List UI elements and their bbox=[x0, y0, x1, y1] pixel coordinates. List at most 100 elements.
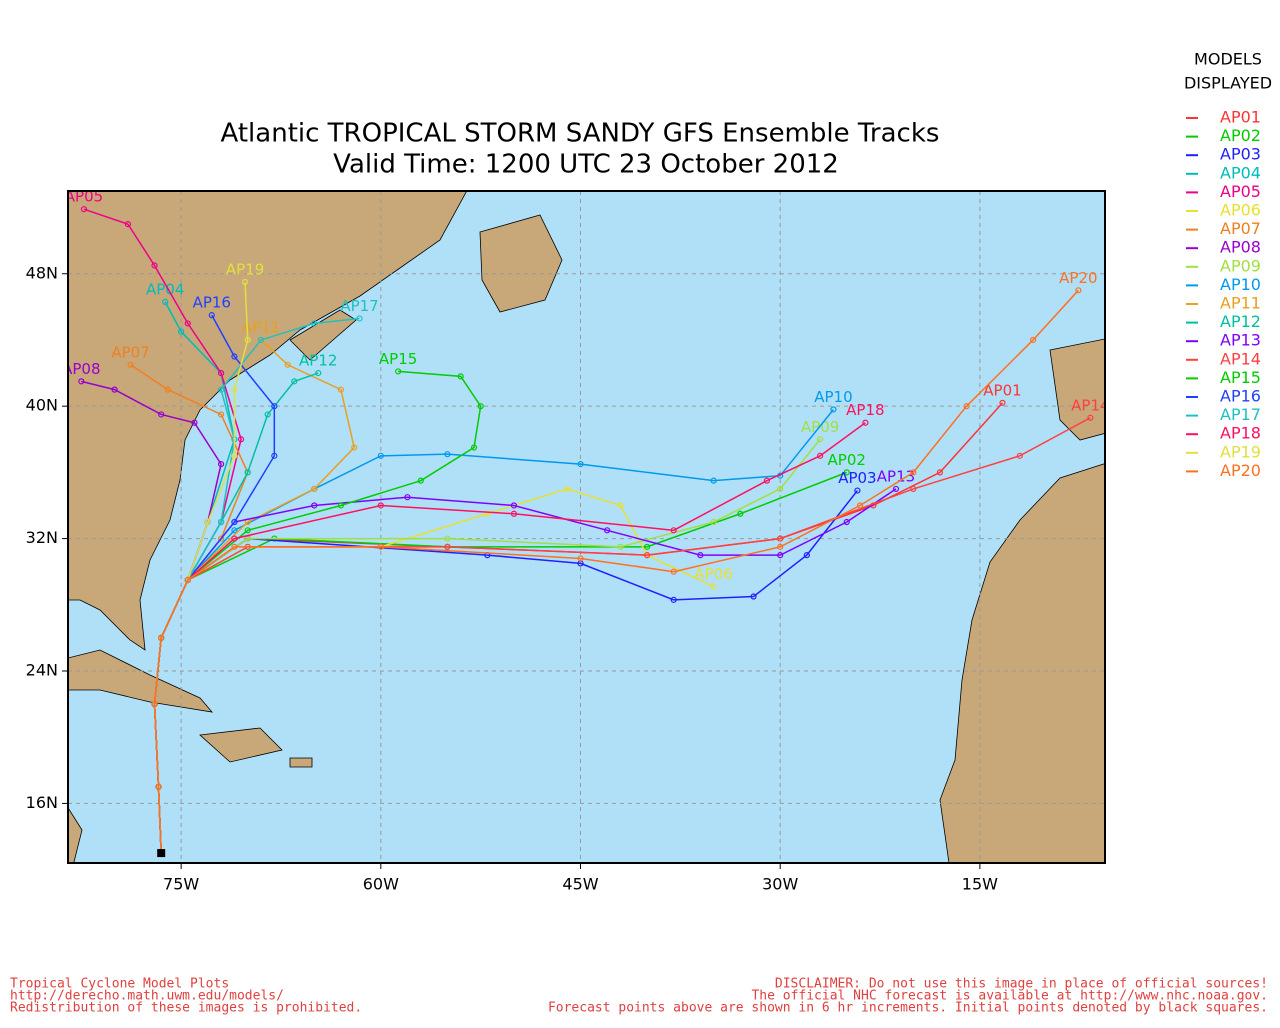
footer-right: The official NHC forecast is available a… bbox=[751, 989, 1268, 1004]
track-point bbox=[750, 593, 757, 600]
track-point bbox=[510, 510, 518, 517]
legend-label: AP12 bbox=[1220, 312, 1261, 331]
track-point bbox=[564, 485, 571, 493]
track-point bbox=[643, 543, 651, 550]
track-point bbox=[315, 369, 322, 377]
track-point bbox=[936, 469, 944, 476]
track-point bbox=[244, 469, 251, 476]
track-point bbox=[577, 555, 584, 562]
track-point bbox=[697, 552, 704, 559]
legend-label: AP02 bbox=[1220, 126, 1261, 145]
track-point bbox=[843, 469, 850, 476]
track-point bbox=[78, 378, 85, 385]
track-point bbox=[1075, 287, 1082, 294]
track-label: AP16 bbox=[193, 294, 231, 312]
track-point bbox=[377, 502, 384, 509]
track-point bbox=[204, 518, 211, 526]
legend-label: AP16 bbox=[1220, 387, 1261, 406]
track-point bbox=[777, 485, 784, 493]
track-point bbox=[617, 502, 624, 509]
track-point bbox=[351, 444, 358, 451]
track-point bbox=[217, 461, 225, 468]
track-point bbox=[910, 485, 917, 493]
track-point bbox=[710, 477, 717, 484]
track-point bbox=[577, 461, 584, 468]
track-point bbox=[710, 518, 717, 526]
track-point bbox=[217, 518, 225, 526]
legend-label: AP08 bbox=[1220, 238, 1261, 257]
footer-left: http://derecho.math.uwm.edu/models/ bbox=[10, 989, 284, 1004]
x-tick-label: 45W bbox=[562, 875, 598, 894]
track-point bbox=[395, 368, 402, 375]
legend-label: AP04 bbox=[1220, 163, 1261, 182]
track-point bbox=[127, 361, 134, 368]
track-point bbox=[510, 502, 518, 509]
track-point bbox=[830, 406, 837, 413]
legend-label: AP19 bbox=[1220, 442, 1261, 461]
track-point bbox=[444, 543, 451, 550]
track-point bbox=[670, 527, 677, 534]
footer-right: Forecast points above are shown in 6 hr … bbox=[548, 1001, 1268, 1016]
track-point bbox=[231, 543, 238, 550]
track-point bbox=[444, 535, 451, 542]
track-point bbox=[604, 527, 611, 534]
track-label: AP17 bbox=[340, 297, 378, 315]
track-point bbox=[124, 221, 132, 228]
track-point bbox=[763, 477, 770, 484]
legend-label: AP10 bbox=[1220, 275, 1261, 294]
track-label: AP19 bbox=[226, 261, 264, 279]
map-frame bbox=[67, 190, 1106, 864]
initial-point bbox=[157, 849, 166, 858]
track-point bbox=[158, 634, 165, 641]
track-label: AP05 bbox=[65, 188, 103, 206]
track-label: AP04 bbox=[146, 280, 184, 298]
track-point bbox=[231, 518, 238, 526]
legend-label: AP09 bbox=[1220, 256, 1261, 275]
track-label: AP13 bbox=[877, 467, 915, 485]
track-point bbox=[670, 596, 677, 603]
track-point bbox=[162, 298, 169, 305]
track-point bbox=[217, 369, 225, 377]
y-tick-label: 40N bbox=[26, 396, 58, 415]
track-label: AP10 bbox=[814, 388, 852, 406]
track-point bbox=[244, 336, 251, 344]
track-point bbox=[710, 583, 717, 590]
legend-label: AP15 bbox=[1220, 368, 1261, 387]
track-point bbox=[404, 494, 411, 501]
track-point bbox=[777, 552, 784, 559]
track-point bbox=[910, 469, 917, 476]
track-point bbox=[356, 315, 363, 322]
track-point bbox=[231, 527, 238, 534]
track-point bbox=[643, 552, 651, 559]
grid bbox=[62, 191, 1105, 869]
legend-label: AP13 bbox=[1220, 331, 1261, 350]
track-point bbox=[164, 386, 171, 393]
legend-label: AP05 bbox=[1220, 182, 1261, 201]
footer-left: Tropical Cyclone Model Plots bbox=[10, 977, 229, 992]
track-point bbox=[817, 452, 824, 459]
track-point bbox=[184, 320, 191, 327]
legend-label: AP07 bbox=[1220, 219, 1261, 238]
track-point bbox=[178, 328, 185, 335]
track-point bbox=[217, 535, 225, 542]
track-point bbox=[777, 543, 784, 550]
track-label: AP07 bbox=[111, 343, 149, 361]
track-point bbox=[231, 353, 238, 360]
track-point bbox=[244, 527, 251, 534]
track-point bbox=[817, 436, 824, 443]
track-point bbox=[777, 535, 784, 542]
track-point bbox=[477, 403, 484, 410]
puerto-rico bbox=[289, 757, 313, 768]
track-point bbox=[617, 543, 624, 550]
track-label: AP15 bbox=[379, 350, 417, 368]
track-point bbox=[184, 576, 191, 584]
track-point bbox=[457, 373, 464, 380]
track-point bbox=[191, 419, 198, 426]
track-point bbox=[377, 452, 384, 459]
x-tick-label: 60W bbox=[363, 875, 399, 894]
track-point bbox=[892, 485, 900, 493]
track-point bbox=[1016, 452, 1023, 459]
track-point bbox=[484, 510, 491, 517]
central-america bbox=[68, 806, 83, 863]
